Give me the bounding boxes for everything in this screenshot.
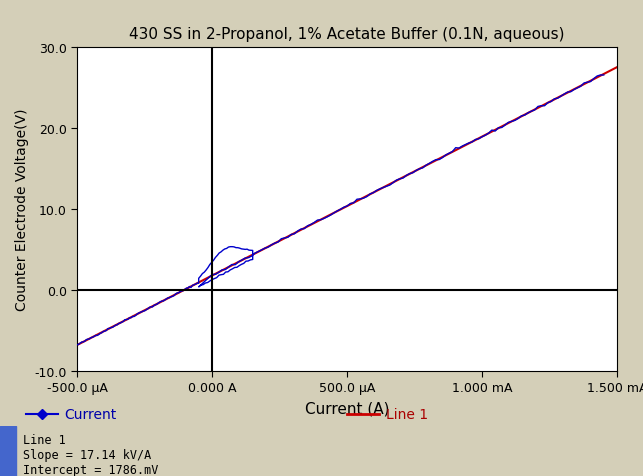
- Title: 430 SS in 2-Propanol, 1% Acetate Buffer (0.1N, aqueous): 430 SS in 2-Propanol, 1% Acetate Buffer …: [129, 27, 565, 42]
- Text: Line 1: Line 1: [386, 407, 428, 421]
- Text: Current: Current: [64, 407, 116, 421]
- Text: Line 1
Slope = 17.14 kV/A
Intercept = 1786.mV
Correlation Coefficient r = 0.9998: Line 1 Slope = 17.14 kV/A Intercept = 17…: [23, 434, 272, 476]
- X-axis label: Current (A): Current (A): [305, 400, 390, 415]
- Text: Quick View: Quick View: [3, 428, 12, 474]
- Y-axis label: Counter Electrode Voltage(V): Counter Electrode Voltage(V): [15, 109, 29, 310]
- Text: x: x: [5, 464, 10, 474]
- Bar: [0, 426, 16, 476]
